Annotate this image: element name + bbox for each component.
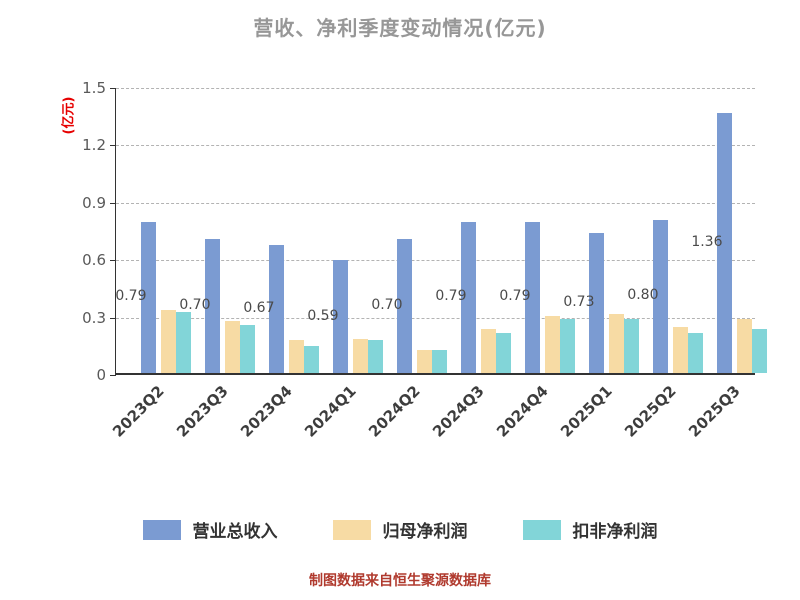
- bar-group: 0.67: [243, 86, 319, 373]
- gridline: [116, 88, 755, 89]
- bar-revenue: [204, 239, 220, 373]
- bar-net-profit: [736, 319, 752, 373]
- bar-revenue: [140, 221, 156, 373]
- gridline: [116, 317, 755, 319]
- legend-swatch: [522, 519, 561, 540]
- bar-revenue: [652, 219, 668, 373]
- bar-net-profit: [160, 309, 176, 373]
- gridline: [116, 202, 755, 204]
- bar-group: 0.79: [115, 86, 191, 373]
- plot-area: 0.79 0.70 0.67 0.59 0.70 0.79 0.79 0.73 0.80 1.36: [110, 86, 767, 376]
- bar-revenue: [268, 244, 284, 373]
- y-tick-label: 0: [96, 366, 106, 384]
- legend-item-net-profit: 归母净利润: [332, 517, 468, 542]
- bar-value-label: 0.70: [179, 297, 211, 314]
- bar-value-label: 0.79: [115, 288, 147, 305]
- source-note: 制图数据来自恒生聚源数据库: [309, 573, 491, 589]
- legend-label: 归母净利润: [382, 522, 468, 542]
- bar-value-label: 1.36: [691, 233, 723, 250]
- y-tick-mark: [110, 375, 116, 376]
- bar-group: 0.80: [627, 86, 703, 373]
- legend-swatch: [142, 519, 181, 540]
- chart-title: 营收、净利季度变动情况(亿元): [253, 16, 547, 40]
- bar-deducted-net-profit: [175, 311, 191, 373]
- bar-net-profit: [224, 321, 240, 373]
- bar-group: 0.59: [307, 86, 383, 373]
- bar-deducted-net-profit: [623, 319, 639, 373]
- legend-label: 扣非净利润: [572, 522, 658, 542]
- bar-group: 1.36: [691, 86, 767, 373]
- y-tick-mark: [110, 145, 116, 147]
- bar-group: 0.73: [563, 86, 639, 373]
- y-tick-label: 1.2: [82, 136, 106, 155]
- bar-net-profit: [288, 340, 304, 373]
- legend-item-revenue: 营业总收入: [142, 517, 278, 542]
- bar-value-label: 0.79: [499, 288, 531, 305]
- bar-value-label: 0.70: [371, 297, 403, 314]
- y-tick-label: 0.6: [82, 251, 106, 270]
- legend-label: 营业总收入: [192, 522, 278, 542]
- bar-revenue: [716, 112, 732, 373]
- y-tick-mark: [110, 88, 116, 89]
- y-tick-mark: [110, 202, 116, 204]
- bar-net-profit: [416, 350, 432, 373]
- y-tick-label: 0.3: [82, 308, 106, 327]
- gridline: [116, 145, 755, 147]
- bar-net-profit: [352, 338, 368, 373]
- bar-deducted-net-profit: [303, 346, 319, 373]
- bar-deducted-net-profit: [367, 340, 383, 373]
- bar-deducted-net-profit: [751, 329, 767, 373]
- legend-item-deducted-net-profit: 扣非净利润: [522, 517, 658, 542]
- bar-value-label: 0.59: [307, 307, 339, 324]
- bar-value-label: 0.73: [563, 294, 595, 311]
- bar-value-label: 0.67: [243, 299, 275, 316]
- y-tick-label: 0.9: [82, 193, 106, 212]
- bar-revenue: [332, 260, 348, 373]
- bar-net-profit: [672, 327, 688, 373]
- bar-revenue: [460, 221, 476, 373]
- gridline: [116, 260, 755, 262]
- bar-revenue: [524, 221, 540, 373]
- bar-revenue: [588, 233, 604, 373]
- bar-value-label: 0.80: [627, 287, 659, 304]
- bar-group: 0.79: [435, 86, 511, 373]
- bar-net-profit: [608, 313, 624, 373]
- bar-net-profit: [544, 315, 560, 373]
- bar-deducted-net-profit: [239, 325, 255, 373]
- bar-group: 0.70: [371, 86, 447, 373]
- legend: 营业总收入 归母净利润 扣非净利润: [0, 517, 800, 542]
- legend-swatch: [332, 519, 371, 540]
- y-tick-mark: [110, 317, 116, 319]
- bar-deducted-net-profit: [495, 332, 511, 373]
- bar-deducted-net-profit: [431, 350, 447, 373]
- bar-net-profit: [480, 329, 496, 373]
- y-tick-label: 1.5: [82, 79, 106, 97]
- bar-group: 0.70: [179, 86, 255, 373]
- bar-deducted-net-profit: [559, 319, 575, 373]
- bar-deducted-net-profit: [687, 332, 703, 373]
- bar-value-label: 0.79: [435, 288, 467, 305]
- y-tick-mark: [110, 260, 116, 262]
- bar-revenue: [396, 239, 412, 373]
- bar-group: 0.79: [499, 86, 575, 373]
